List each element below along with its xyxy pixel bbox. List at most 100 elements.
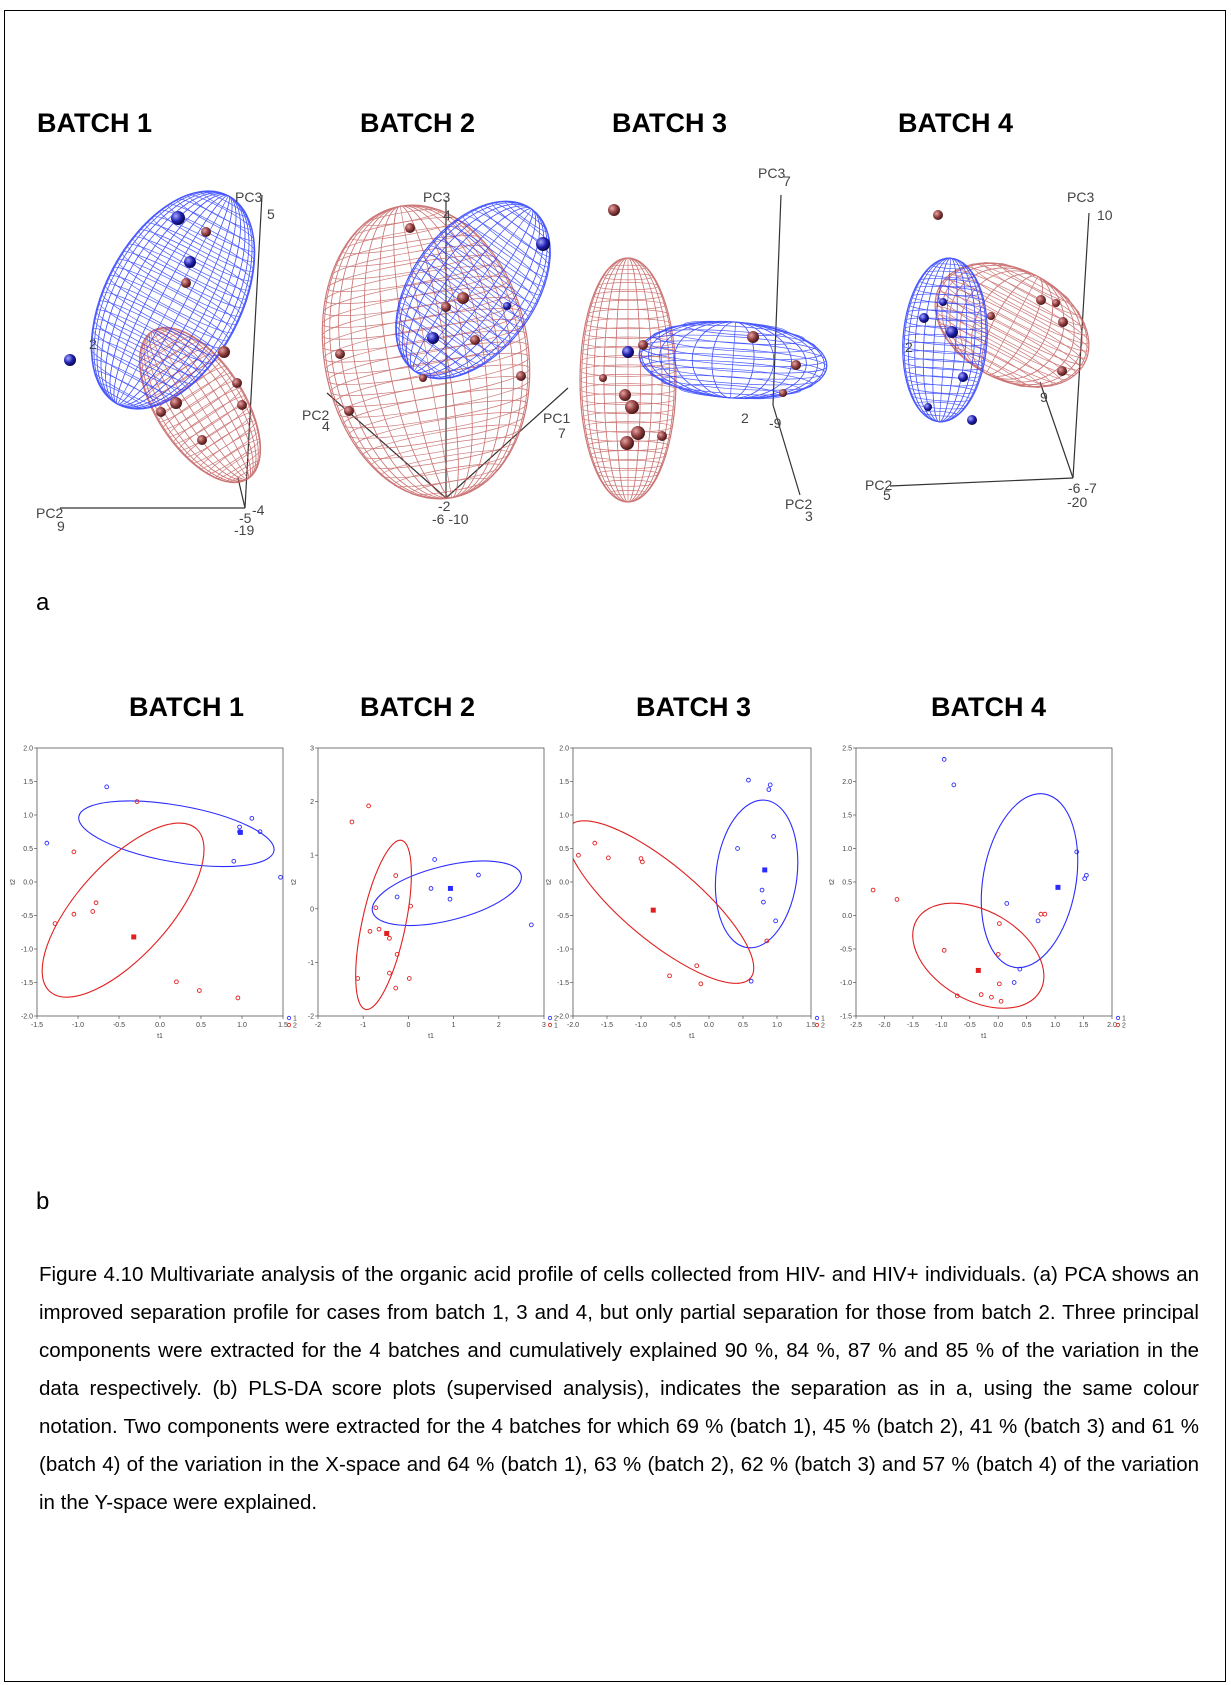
panel-label-b: b [36,1188,50,1215]
pca1-axes [60,194,263,509]
x-tick-label: -1.5 [907,1022,919,1029]
pca4-red-ellipsoid [934,262,1090,388]
y-tick-label: 1.5 [23,779,33,786]
data-point [1038,911,1044,917]
pca-batch-title-4: BATCH 4 [898,108,1014,138]
x-tick-label: -1 [360,1022,366,1029]
y-tick-label: 2.0 [23,746,33,753]
data-point [387,935,392,941]
svg-text:PC3: PC3 [758,165,785,181]
pca-plot-4: PC3 10 2 9 PC2 5 -6 -7 -20 [865,189,1113,510]
y-tick-label: 3 [310,746,314,753]
data-point [237,824,242,830]
data-point [366,803,371,809]
data-point [249,815,255,821]
svg-text:PC3: PC3 [423,189,450,205]
pca2-blue-ellipsoid [395,200,551,380]
data-point [941,947,947,953]
data-point [954,993,960,999]
data-point [576,852,581,858]
data-point [376,926,382,932]
svg-text:-9: -9 [769,415,782,431]
pca-plot-3: PC3 7 2 -9 PC2 3 [579,165,828,524]
y-tick-label: -1.0 [840,980,852,987]
data-point [235,995,241,1001]
x-axis-label: t1 [157,1033,163,1040]
svg-text:2: 2 [905,339,913,355]
legend-marker [286,1015,292,1021]
pca-3d-panel: PC3 5 2 PC2 9 -4 -5 -19 [36,165,1113,538]
pca3-axis-labels: PC3 7 2 -9 PC2 3 [741,165,813,524]
pca1-red-ellipsoid [138,326,262,484]
svg-text:7: 7 [558,425,566,441]
data-point [997,921,1002,926]
data-point [667,973,672,979]
data-point [698,981,704,987]
x-tick-label: 1.0 [1050,1022,1060,1029]
data-point [394,952,400,957]
data-point [349,819,355,825]
data-point [393,873,399,878]
svg-text:5: 5 [267,206,275,222]
pca2-axis-labels: PC3 4 PC2 4 PC1 7 -2 -6 -10 [302,189,570,527]
data-point [998,998,1004,1004]
pls-batch-title-2: BATCH 2 [360,692,476,722]
data-point [197,988,202,993]
y-tick-label: 0.0 [23,880,33,887]
pca3-red-ellipsoid [579,257,677,503]
pca3-axes [772,194,801,496]
x-tick-label: 0.5 [196,1022,206,1029]
svg-text:4: 4 [322,418,330,434]
y-tick-label: 2.5 [842,746,852,753]
svg-text:PC1: PC1 [543,410,570,426]
x-tick-label: 2 [497,1022,501,1029]
data-point [408,903,414,909]
data-point [759,887,765,893]
y-tick-label: 0.5 [842,880,852,887]
x-tick-label: -1.0 [635,1022,647,1029]
data-point [394,894,400,900]
pca-plot-2: PC3 4 PC2 4 PC1 7 -2 -6 -10 [302,189,570,527]
pca-batch-title-2: BATCH 2 [360,108,476,138]
x-axis-label: t1 [981,1033,987,1040]
x-tick-label: -1.0 [935,1022,947,1029]
data-point [447,896,453,902]
confidence-ellipse-series-1 [714,799,799,949]
legend-marker [286,1022,292,1028]
pca2-red-ellipsoid [321,204,531,500]
legend-label: 1 [821,1016,825,1023]
pca4-axes [889,212,1090,487]
svg-text:-4: -4 [252,502,265,518]
data-point [278,874,283,880]
pls-plot-batch-4: -2.5 -2.0 -1.5 -1.0 -0.5 0.0 0.5 1.0 1.5 2.0 -1.5 -… [829,746,1126,1041]
y-tick-label: 1.5 [559,779,569,786]
y-tick-label: -0.5 [21,913,33,920]
x-tick-label: 0.0 [155,1022,165,1029]
y-tick-label: 0.0 [559,880,569,887]
plot-frame [572,747,812,1017]
y-tick-label: 2.0 [842,779,852,786]
data-point [761,899,766,905]
svg-text:10: 10 [1097,207,1113,223]
x-tick-label: 3 [542,1022,546,1029]
legend-label: 1 [554,1023,558,1030]
y-tick-label: 0.0 [842,913,852,920]
data-point [44,840,50,846]
data-point [231,858,237,864]
data-point [640,859,645,865]
y-tick-label: 1.0 [23,813,33,820]
x-tick-label: 0.0 [704,1022,714,1029]
x-tick-label: -0.5 [113,1022,125,1029]
pca2-points [335,223,550,416]
data-point [748,978,754,984]
data-point [52,921,58,926]
x-tick-label: -2.0 [567,1022,579,1029]
data-point [71,849,77,855]
centroid-marker [384,930,390,936]
y-tick-label: -1.5 [840,1014,852,1021]
svg-text:4: 4 [443,207,451,223]
x-axis-label: t1 [689,1033,695,1040]
data-point [1011,980,1017,985]
svg-text:PC2: PC2 [785,496,812,512]
centroid-marker [975,967,981,973]
